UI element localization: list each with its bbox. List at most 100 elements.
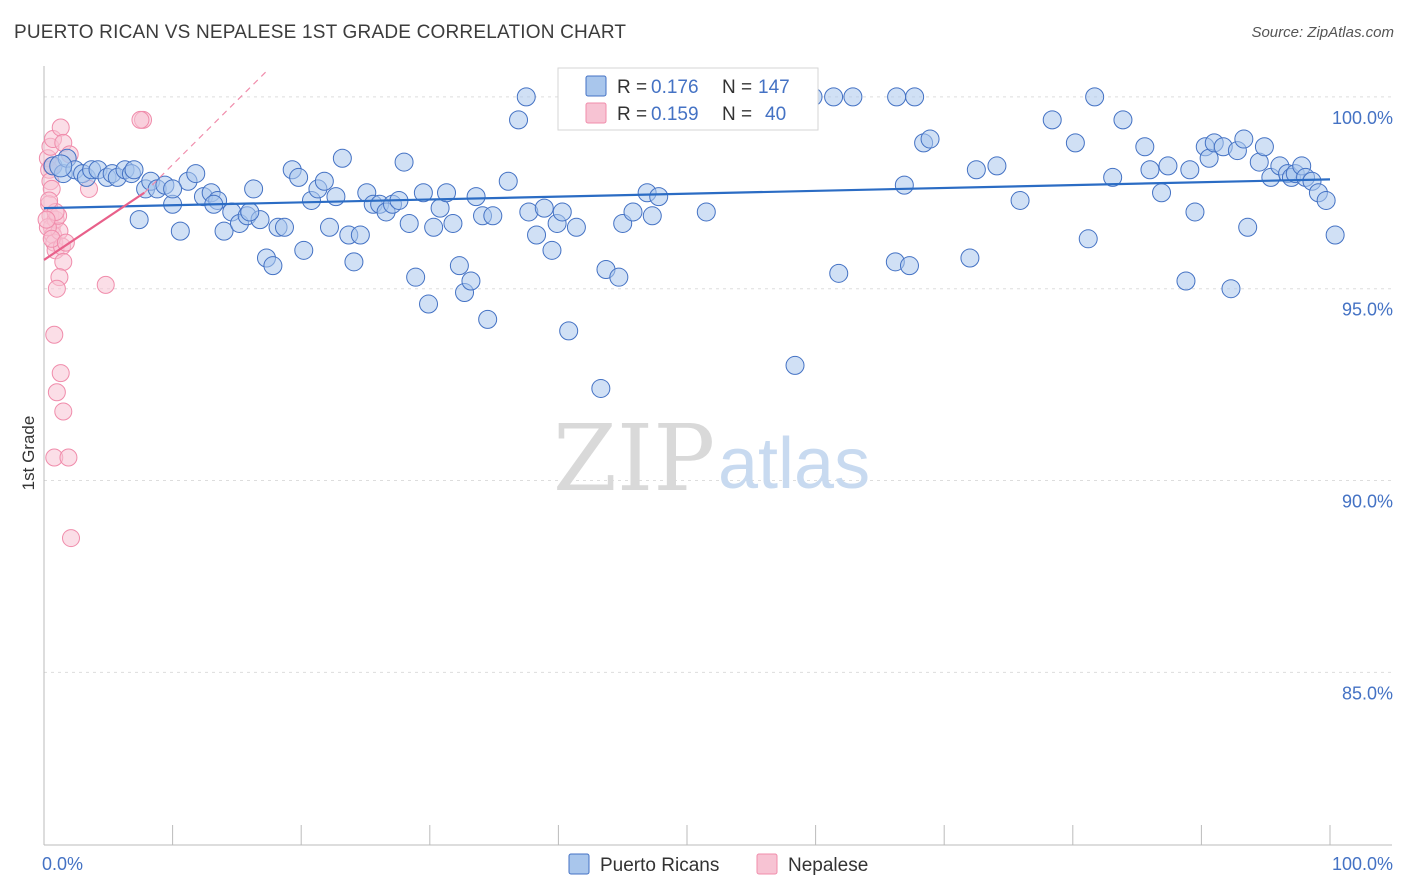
data-point-puerto-ricans (905, 87, 925, 107)
data-point-puerto-ricans (649, 187, 669, 207)
trend-line-nepalese (43, 191, 145, 261)
data-point-puerto-ricans (1238, 217, 1258, 237)
data-point-puerto-ricans (419, 294, 439, 314)
data-point-puerto-ricans (466, 187, 486, 207)
data-point-puerto-ricans (899, 256, 919, 276)
data-point-puerto-ricans (170, 221, 190, 241)
legend-label-puerto-ricans: Puerto Ricans (600, 855, 719, 876)
data-point-puerto-ricans (1103, 167, 1123, 187)
y-tick-label: 85.0% (1342, 683, 1393, 703)
data-point-puerto-ricans (1085, 87, 1105, 107)
data-point-puerto-ricans (552, 202, 572, 222)
data-point-puerto-ricans (129, 210, 149, 230)
legend-r-label-pink: R = (617, 104, 647, 125)
data-point-puerto-ricans (274, 217, 294, 237)
data-point-puerto-ricans (294, 240, 314, 260)
data-point-puerto-ricans (214, 221, 234, 241)
data-point-puerto-ricans (642, 206, 662, 226)
data-point-nepalese (51, 364, 70, 383)
data-point-puerto-ricans (887, 87, 907, 107)
data-point-puerto-ricans (478, 309, 498, 329)
data-point-puerto-ricans (987, 156, 1007, 176)
legend-swatch-pink (585, 102, 607, 124)
data-point-nepalese (96, 275, 115, 294)
data-point-nepalese (59, 448, 78, 467)
data-point-puerto-ricans (1158, 156, 1178, 176)
data-point-puerto-ricans (394, 152, 414, 172)
trend-line-nepalese-extension (143, 69, 269, 194)
data-point-puerto-ricans (399, 213, 419, 233)
legend-n-value-pink: 40 (765, 104, 786, 125)
data-point-puerto-ricans (785, 355, 805, 375)
legend-swatch-puerto-ricans (568, 853, 590, 875)
data-point-nepalese (54, 402, 73, 421)
data-point-puerto-ricans (542, 240, 562, 260)
data-point-puerto-ricans (566, 217, 586, 237)
data-point-puerto-ricans (461, 271, 481, 291)
data-point-puerto-ricans (314, 171, 334, 191)
data-point-puerto-ricans (326, 187, 346, 207)
data-point-puerto-ricans (49, 154, 73, 178)
data-point-puerto-ricans (1152, 183, 1172, 203)
data-point-nepalese (47, 383, 66, 402)
x-tick-label: 0.0% (42, 854, 83, 874)
data-point-puerto-ricans (498, 171, 518, 191)
data-point-puerto-ricans (332, 148, 352, 168)
data-point-puerto-ricans (966, 160, 986, 180)
data-point-puerto-ricans (124, 160, 144, 180)
data-point-puerto-ricans (437, 183, 457, 203)
data-point-nepalese (47, 279, 66, 298)
data-point-nepalese (37, 210, 56, 229)
legend-r-value-pink: 0.159 (651, 104, 699, 125)
data-point-puerto-ricans (1065, 133, 1085, 153)
data-point-puerto-ricans (609, 267, 629, 287)
data-point-nepalese (40, 191, 59, 210)
data-point-nepalese (45, 325, 64, 344)
watermark-atlas: atlas (718, 424, 870, 504)
data-point-puerto-ricans (1180, 160, 1200, 180)
data-point-puerto-ricans (623, 202, 643, 222)
data-point-nepalese (131, 110, 150, 129)
data-point-puerto-ricans (509, 110, 529, 130)
data-point-puerto-ricans (591, 378, 611, 398)
data-point-puerto-ricans (449, 256, 469, 276)
legend-swatch-blue (585, 75, 607, 97)
tick-labels: 100.0% 95.0% 90.0% 85.0% 0.0% 100.0% (42, 108, 1393, 874)
data-point-puerto-ricans (344, 252, 364, 272)
data-point-puerto-ricans (534, 198, 554, 218)
data-point-puerto-ricans (1325, 225, 1345, 245)
y-tick-label: 100.0% (1332, 108, 1393, 128)
data-point-puerto-ricans (1042, 110, 1062, 130)
data-point-puerto-ricans (406, 267, 426, 287)
legend-n-value-blue: 147 (758, 77, 790, 98)
trend-lines (43, 69, 1331, 261)
y-tick-label: 90.0% (1342, 492, 1393, 512)
legend-stats: R = 0.176 N = 147 R = 0.159 N = 40 (557, 67, 819, 131)
data-point-puerto-ricans (1234, 129, 1254, 149)
data-point-puerto-ricans (1010, 190, 1030, 210)
data-point-puerto-ricans (263, 256, 283, 276)
data-point-puerto-ricans (289, 167, 309, 187)
watermark-zip: ZIP (553, 405, 715, 512)
legend-n-label-pink: N = (722, 104, 752, 125)
data-point-nepalese (62, 529, 81, 548)
legend-r-value-blue: 0.176 (651, 77, 699, 98)
data-point-puerto-ricans (413, 183, 433, 203)
data-point-puerto-ricans (424, 217, 444, 237)
data-point-puerto-ricans (240, 202, 260, 222)
data-point-puerto-ricans (350, 225, 370, 245)
y-axis-title: 1st Grade (19, 416, 38, 491)
data-point-puerto-ricans (1078, 229, 1098, 249)
data-point-puerto-ricans (1176, 271, 1196, 291)
data-point-nepalese (54, 252, 73, 271)
data-point-puerto-ricans (843, 87, 863, 107)
data-point-puerto-ricans (163, 179, 183, 199)
data-point-puerto-ricans (824, 87, 844, 107)
data-point-puerto-ricans (696, 202, 716, 222)
data-point-puerto-ricans (920, 129, 940, 149)
data-point-puerto-ricans (483, 206, 503, 226)
data-point-puerto-ricans (443, 213, 463, 233)
legend-swatch-nepalese (756, 853, 778, 875)
